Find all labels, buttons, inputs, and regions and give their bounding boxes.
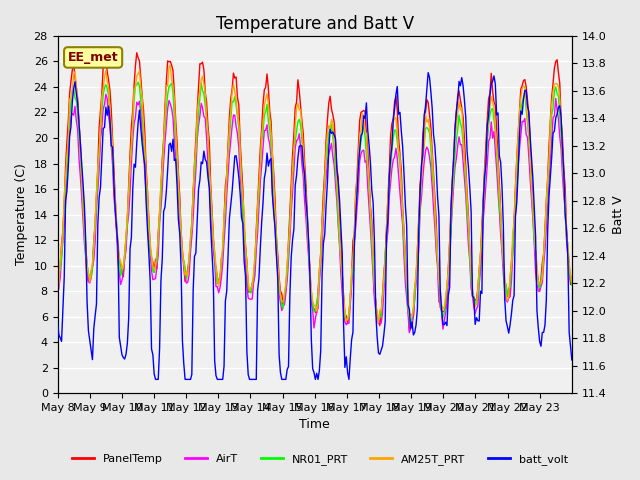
Title: Temperature and Batt V: Temperature and Batt V: [216, 15, 413, 33]
Text: EE_met: EE_met: [68, 51, 118, 64]
Legend: PanelTemp, AirT, NR01_PRT, AM25T_PRT, batt_volt: PanelTemp, AirT, NR01_PRT, AM25T_PRT, ba…: [68, 450, 572, 469]
Y-axis label: Batt V: Batt V: [612, 195, 625, 234]
X-axis label: Time: Time: [300, 419, 330, 432]
Y-axis label: Temperature (C): Temperature (C): [15, 164, 28, 265]
